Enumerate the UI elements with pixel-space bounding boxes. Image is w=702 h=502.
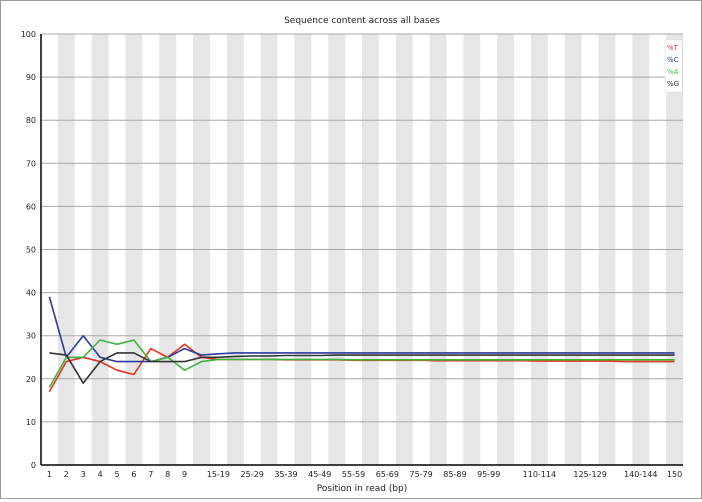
y-tick-label: 100 [21,30,36,39]
x-tick-label: 8 [165,470,170,479]
legend-box [664,39,683,93]
x-tick-label: 55-59 [342,470,365,479]
x-tick-label: 9 [182,470,187,479]
axes [40,34,683,466]
x-tick-label: 95-99 [477,470,500,479]
x-tick-label: 3 [81,470,86,479]
x-tick-label: 7 [148,470,153,479]
x-tick-label: 1 [47,470,52,479]
chart-title: Sequence content across all bases [284,16,440,26]
y-tick-label: 90 [26,73,36,82]
legend-entry: %A [667,68,679,76]
x-tick-label: 2 [64,470,69,479]
legend-entry: %T [667,44,679,52]
x-tick-label: 15-19 [207,470,230,479]
y-tick-label: 20 [26,375,36,384]
x-tick-label: 25-29 [241,470,264,479]
x-tick-labels: 1 2 3 4 5 6 7 8 9 15-19 25-29 35-39 45-49 55-59 65-69 7… [47,470,682,479]
series-lines [48,296,675,393]
x-tick-label: 75-79 [410,470,433,479]
x-axis-label: Position in read (bp) [317,484,408,494]
x-tick-label: 140-144 [624,470,657,479]
series-line-G [49,352,675,384]
y-tick-label: 80 [26,116,36,125]
y-tick-label: 0 [31,461,36,470]
x-tick-label: 85-89 [443,470,466,479]
x-tick-label: 35-39 [274,470,297,479]
y-tick-label: 30 [26,332,36,341]
y-tick-label: 70 [26,159,36,168]
x-tick-label: 45-49 [308,470,331,479]
legend-entry: %C [667,56,679,64]
legend-entry: %G [667,80,679,88]
x-tick-label: 5 [114,470,119,479]
x-tick-label: 4 [98,470,103,479]
y-tick-label: 60 [26,202,36,211]
y-tick-label: 50 [26,246,36,255]
x-tick-label: 150 [667,470,682,479]
x-tick-label: 6 [131,470,136,479]
x-tick-label: 110-114 [523,470,556,479]
legend: %T %C %A %G [664,39,683,93]
y-tick-labels: 0 10 20 30 40 50 60 70 80 90 100 [21,30,36,470]
x-tick-label: 65-69 [376,470,399,479]
y-tick-label: 40 [26,289,36,298]
x-tick-label: 125-129 [573,470,606,479]
y-tick-label: 10 [26,418,36,427]
